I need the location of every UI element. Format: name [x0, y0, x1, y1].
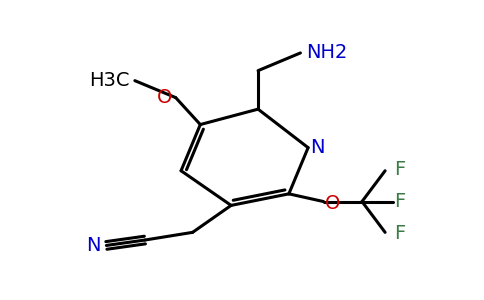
- Text: F: F: [394, 224, 406, 243]
- Text: H3C: H3C: [89, 71, 130, 90]
- Text: N: N: [86, 236, 100, 255]
- Text: N: N: [310, 138, 324, 157]
- Text: NH2: NH2: [306, 44, 348, 62]
- Text: F: F: [394, 160, 406, 179]
- Text: O: O: [325, 194, 340, 213]
- Text: F: F: [394, 192, 406, 211]
- Text: O: O: [156, 88, 172, 107]
